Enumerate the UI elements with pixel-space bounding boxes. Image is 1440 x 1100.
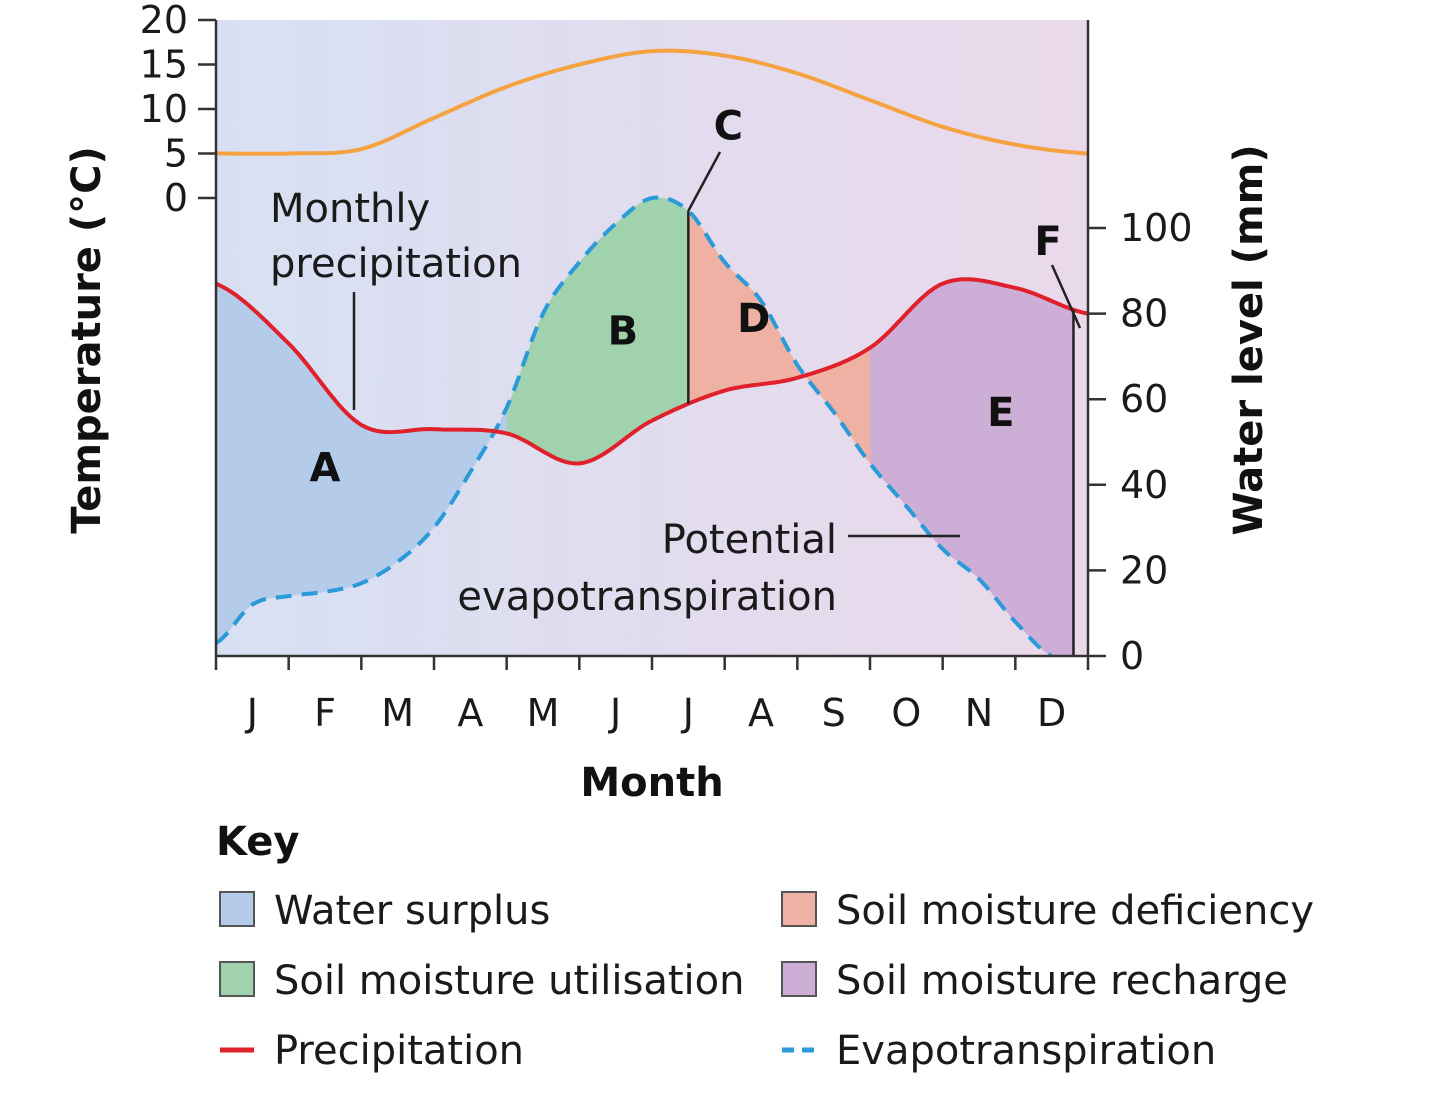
legend: Key Water surplus Soil moisture deficienc… xyxy=(216,819,1314,1074)
monthly-precipitation-label-line2: precipitation xyxy=(270,241,522,287)
x-tick-label: A xyxy=(748,691,774,735)
x-axis-title: Month xyxy=(580,760,723,806)
x-tick-label: M xyxy=(527,691,560,735)
regions-layer xyxy=(216,197,1074,656)
x-tick-label: J xyxy=(608,691,621,735)
x-tick-label: A xyxy=(457,691,483,735)
potential-evapotranspiration-label-line1: Potential xyxy=(662,517,837,563)
region-label-e: E xyxy=(987,390,1014,436)
temperature-tick-label: 5 xyxy=(164,132,188,176)
legend-label: Water surplus xyxy=(274,888,550,934)
region-d-area xyxy=(688,210,870,464)
region-c-leader xyxy=(687,151,722,212)
left-axis-title: Temperature (°C) xyxy=(64,146,110,534)
legend-label: Evapotranspiration xyxy=(836,1028,1216,1074)
evapotranspiration-line xyxy=(216,195,1053,656)
legend-label: Soil moisture deficiency xyxy=(836,888,1314,934)
temperature-tick-label: 0 xyxy=(164,176,188,220)
legend-swatch xyxy=(219,891,255,927)
x-tick-label: S xyxy=(822,691,846,735)
x-tick-label: O xyxy=(891,691,921,735)
x-tick-label: J xyxy=(681,691,694,735)
x-tick-label: F xyxy=(314,691,336,735)
temperature-tick-label: 10 xyxy=(140,87,188,131)
x-tick-label: J xyxy=(245,691,258,735)
monthly-precipitation-label-line1: Monthly xyxy=(270,186,430,232)
precipitation-line xyxy=(216,277,1088,466)
labels-layer: Monthly precipitation Potential evapotra… xyxy=(64,103,1272,806)
region-b-area xyxy=(506,197,689,464)
legend-label: Soil moisture utilisation xyxy=(274,958,744,1004)
region-e-area xyxy=(870,279,1074,656)
temperature-line xyxy=(216,48,1088,156)
region-label-f: F xyxy=(1034,219,1061,265)
legend-title: Key xyxy=(216,819,300,865)
x-tick-label: D xyxy=(1037,691,1066,735)
legend-swatch xyxy=(781,891,817,927)
region-label-a: A xyxy=(310,446,341,492)
region-a-area xyxy=(216,283,507,644)
legend-swatch xyxy=(219,961,255,997)
potential-evapotranspiration-label-line2: evapotranspiration xyxy=(457,574,837,620)
x-tick-label: N xyxy=(965,691,993,735)
region-label-c: C xyxy=(714,103,743,149)
water-tick-label: 60 xyxy=(1120,377,1168,421)
water-tick-label: 20 xyxy=(1120,548,1168,592)
legend-swatch xyxy=(781,961,817,997)
temperature-tick-label: 15 xyxy=(140,43,188,87)
water-tick-label: 40 xyxy=(1120,463,1168,507)
x-tick-label: M xyxy=(381,691,414,735)
water-tick-label: 0 xyxy=(1120,634,1144,678)
region-f-leader xyxy=(1050,264,1082,329)
legend-label: Soil moisture recharge xyxy=(836,958,1288,1004)
region-label-b: B xyxy=(608,309,639,355)
legend-label: Precipitation xyxy=(274,1028,524,1074)
lines-layer xyxy=(216,48,1088,656)
temperature-tick-label: 20 xyxy=(140,0,188,42)
region-label-d: D xyxy=(737,296,770,342)
right-axis-title: Water level (mm) xyxy=(1226,144,1272,535)
water-tick-label: 100 xyxy=(1120,206,1193,250)
water-tick-label: 80 xyxy=(1120,292,1168,336)
